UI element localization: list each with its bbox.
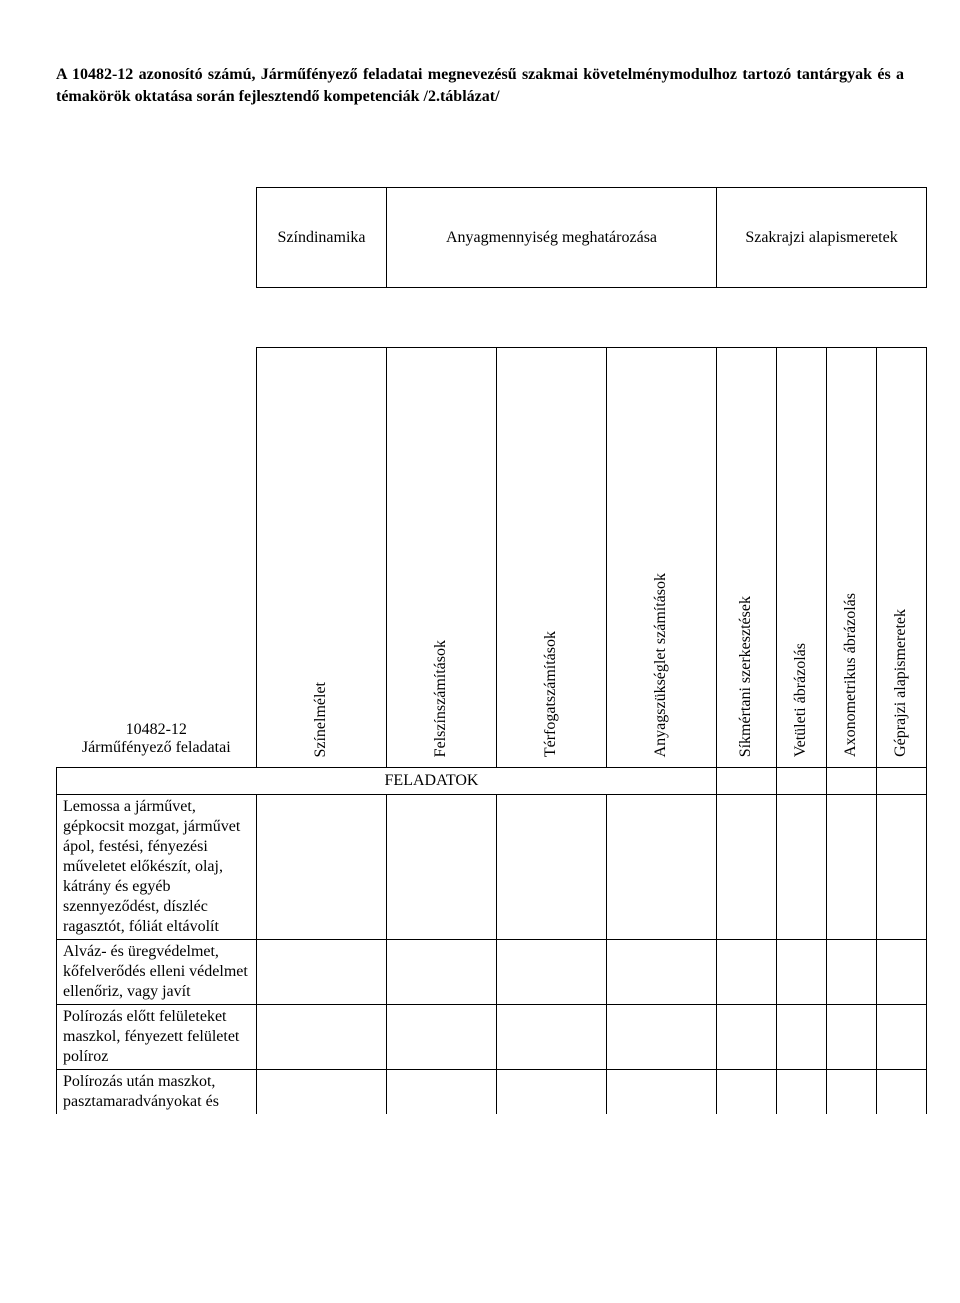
group-header-anyagmennyiseg: Anyagmennyiség meghatározása — [387, 188, 717, 288]
col-head-vetuleti: Vetületi ábrázolás — [777, 348, 827, 768]
task-cell: Polírozás előtt felületeket maszkol, fén… — [57, 1005, 257, 1070]
table-row: Lemossa a járművet, gépkocsit mozgat, já… — [57, 795, 927, 940]
task-cell: Alváz- és üregvédelmet, kőfelverődés ell… — [57, 940, 257, 1005]
module-name: Járműfényező feladatai — [63, 739, 251, 757]
col-head-anyagszukseglet: Anyagszükséglet számítások — [607, 348, 717, 768]
module-cell: 10482-12 Járműfényező feladatai — [57, 288, 257, 768]
spacer-row: 10482-12 Járműfényező feladatai — [57, 288, 927, 348]
group-header-szakrajzi: Szakrajzi alapismeretek — [717, 188, 927, 288]
table-row: Polírozás után maszkot, pasztamaradványo… — [57, 1070, 927, 1115]
group-header-row: Színdinamika Anyagmennyiség meghatározás… — [57, 188, 927, 288]
section-label: FELADATOK — [257, 768, 607, 795]
group-header-szindinamika: Színdinamika — [257, 188, 387, 288]
task-cell: Lemossa a járművet, gépkocsit mozgat, já… — [57, 795, 257, 940]
module-code: 10482-12 — [63, 721, 251, 739]
col-head-sikmertani: Síkmértani szerkesztések — [717, 348, 777, 768]
intro-paragraph: A 10482-12 azonosító számú, Járműfényező… — [56, 64, 904, 107]
col-head-terfogatszamitasok: Térfogatszámítások — [497, 348, 607, 768]
col-head-felszinszamitasok: Felszínszámítások — [387, 348, 497, 768]
competency-table: Színdinamika Anyagmennyiség meghatározás… — [56, 187, 927, 1114]
col-head-szinelmelet: Színelmélet — [257, 348, 387, 768]
table-row: Alváz- és üregvédelmet, kőfelverődés ell… — [57, 940, 927, 1005]
col-head-geprajzi: Géprajzi alapismeretek — [877, 348, 927, 768]
col-head-axonometrikus: Axonometrikus ábrázolás — [827, 348, 877, 768]
section-row: FELADATOK — [57, 768, 927, 795]
table-row: Polírozás előtt felületeket maszkol, fén… — [57, 1005, 927, 1070]
task-cell: Polírozás után maszkot, pasztamaradványo… — [57, 1070, 257, 1115]
